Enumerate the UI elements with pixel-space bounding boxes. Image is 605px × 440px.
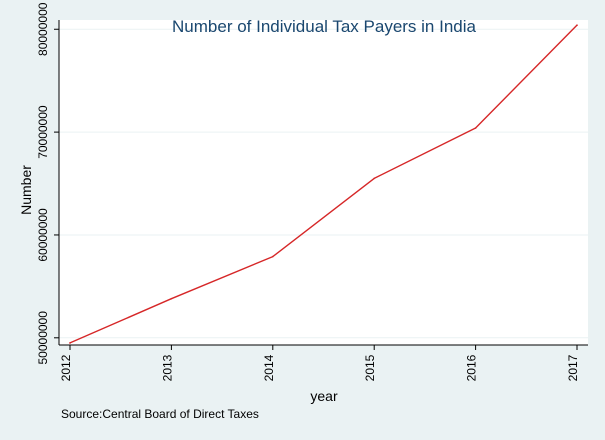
y-axis-label: Number: [18, 165, 34, 215]
x-tick-label-4: 2016: [465, 354, 479, 381]
chart-title: Number of Individual Tax Payers in India: [172, 17, 477, 36]
y-tick-label-1: 60000000: [36, 208, 50, 262]
y-axis-ticks: 50000000 60000000 70000000 80000000: [36, 2, 59, 364]
series-layer: [69, 24, 578, 344]
x-tick-label-3: 2015: [363, 354, 377, 381]
x-axis-ticks: 2012 2013 2014 2015 2016 2017: [59, 345, 580, 381]
x-tick-label-1: 2013: [160, 354, 174, 381]
plot-area: [59, 20, 588, 345]
y-tick-label-0: 50000000: [36, 311, 50, 365]
y-tick-label-3: 80000000: [36, 2, 50, 56]
x-tick-label-5: 2017: [566, 354, 580, 381]
x-axis-label: year: [310, 388, 338, 404]
series-line-0: [69, 24, 578, 344]
data-point-2017: [576, 24, 578, 26]
data-point-2014: [272, 255, 274, 258]
data-point-2013: [170, 297, 173, 300]
data-point-2016: [474, 127, 477, 129]
data-point-2012: [69, 342, 71, 344]
x-tick-label-0: 2012: [59, 354, 73, 381]
y-gridlines: [59, 28, 588, 339]
x-tick-label-2: 2014: [262, 354, 276, 381]
y-tick-label-2: 70000000: [36, 105, 50, 159]
source-note: Source:Central Board of Direct Taxes: [61, 407, 259, 421]
data-point-2015: [373, 177, 376, 180]
